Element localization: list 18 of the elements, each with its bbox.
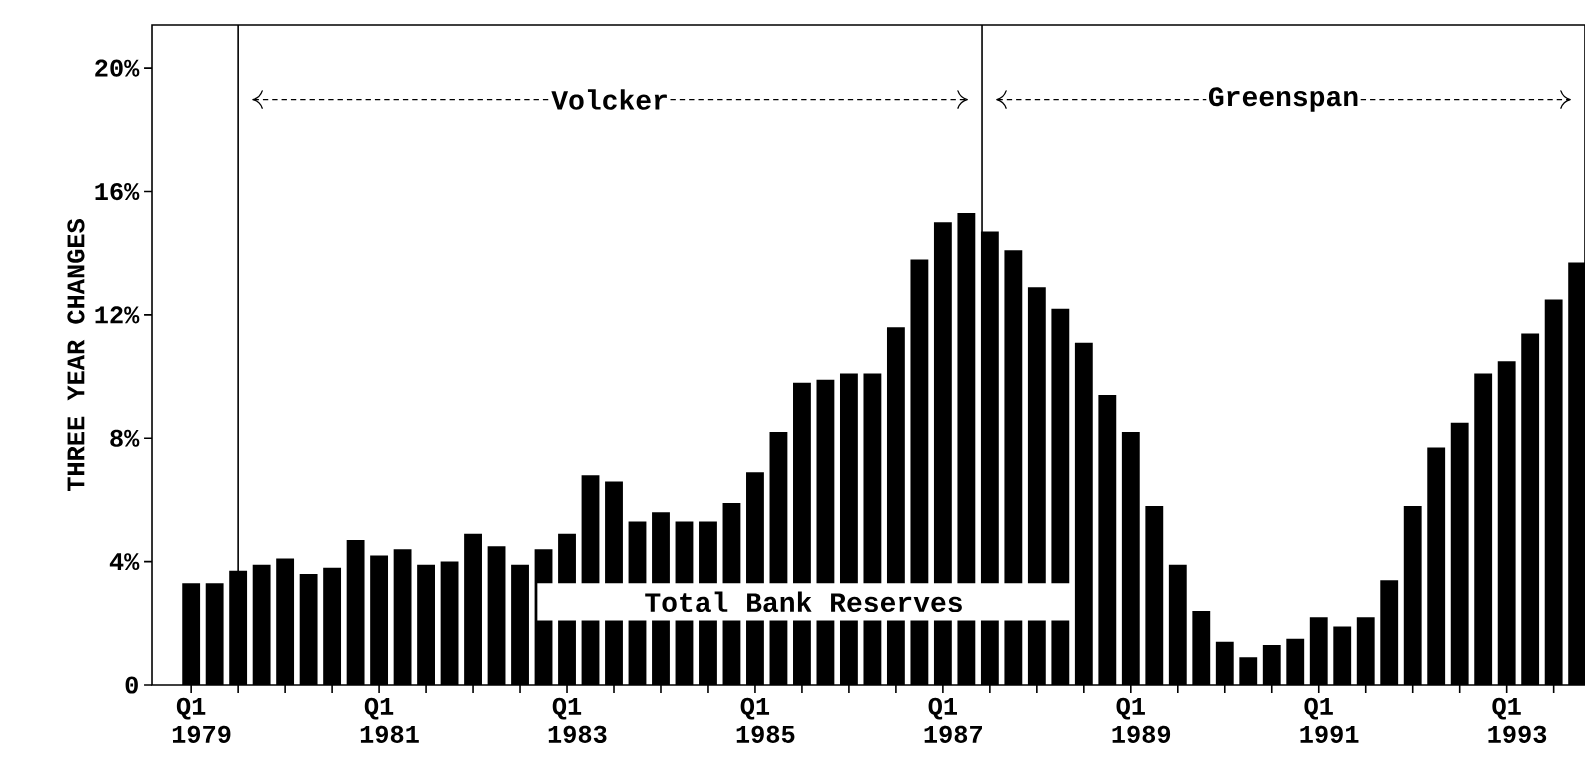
y-tick-label: 0 <box>125 676 138 694</box>
annotation: Greenspan <box>1208 87 1358 112</box>
x-tick-label: Q1 1985 <box>736 697 795 743</box>
x-tick-label: Q1 1989 <box>1112 697 1171 743</box>
x-tick-label: Q1 1993 <box>1488 697 1547 743</box>
text: Total Bank Reserves <box>645 591 962 613</box>
y-tick-label: 16% <box>95 182 140 201</box>
y-tick-label: 4% <box>109 553 140 571</box>
y-tick-label: 8% <box>110 429 140 447</box>
x-tick-label: Q1 1991 <box>1300 697 1359 743</box>
x-tick-label: Q1 1983 <box>548 697 607 743</box>
annotation: Volcker <box>551 89 667 110</box>
x-tick-label: Q1 1979 <box>172 697 231 743</box>
y-axis-title: THREE YEAR CHANGES <box>67 219 85 492</box>
x-tick-label: Q1 1981 <box>360 697 419 743</box>
y-tick-label: 20% <box>95 59 140 77</box>
y-tick-label: 12% <box>95 306 140 324</box>
x-tick-label: Q1 1987 <box>924 697 982 743</box>
